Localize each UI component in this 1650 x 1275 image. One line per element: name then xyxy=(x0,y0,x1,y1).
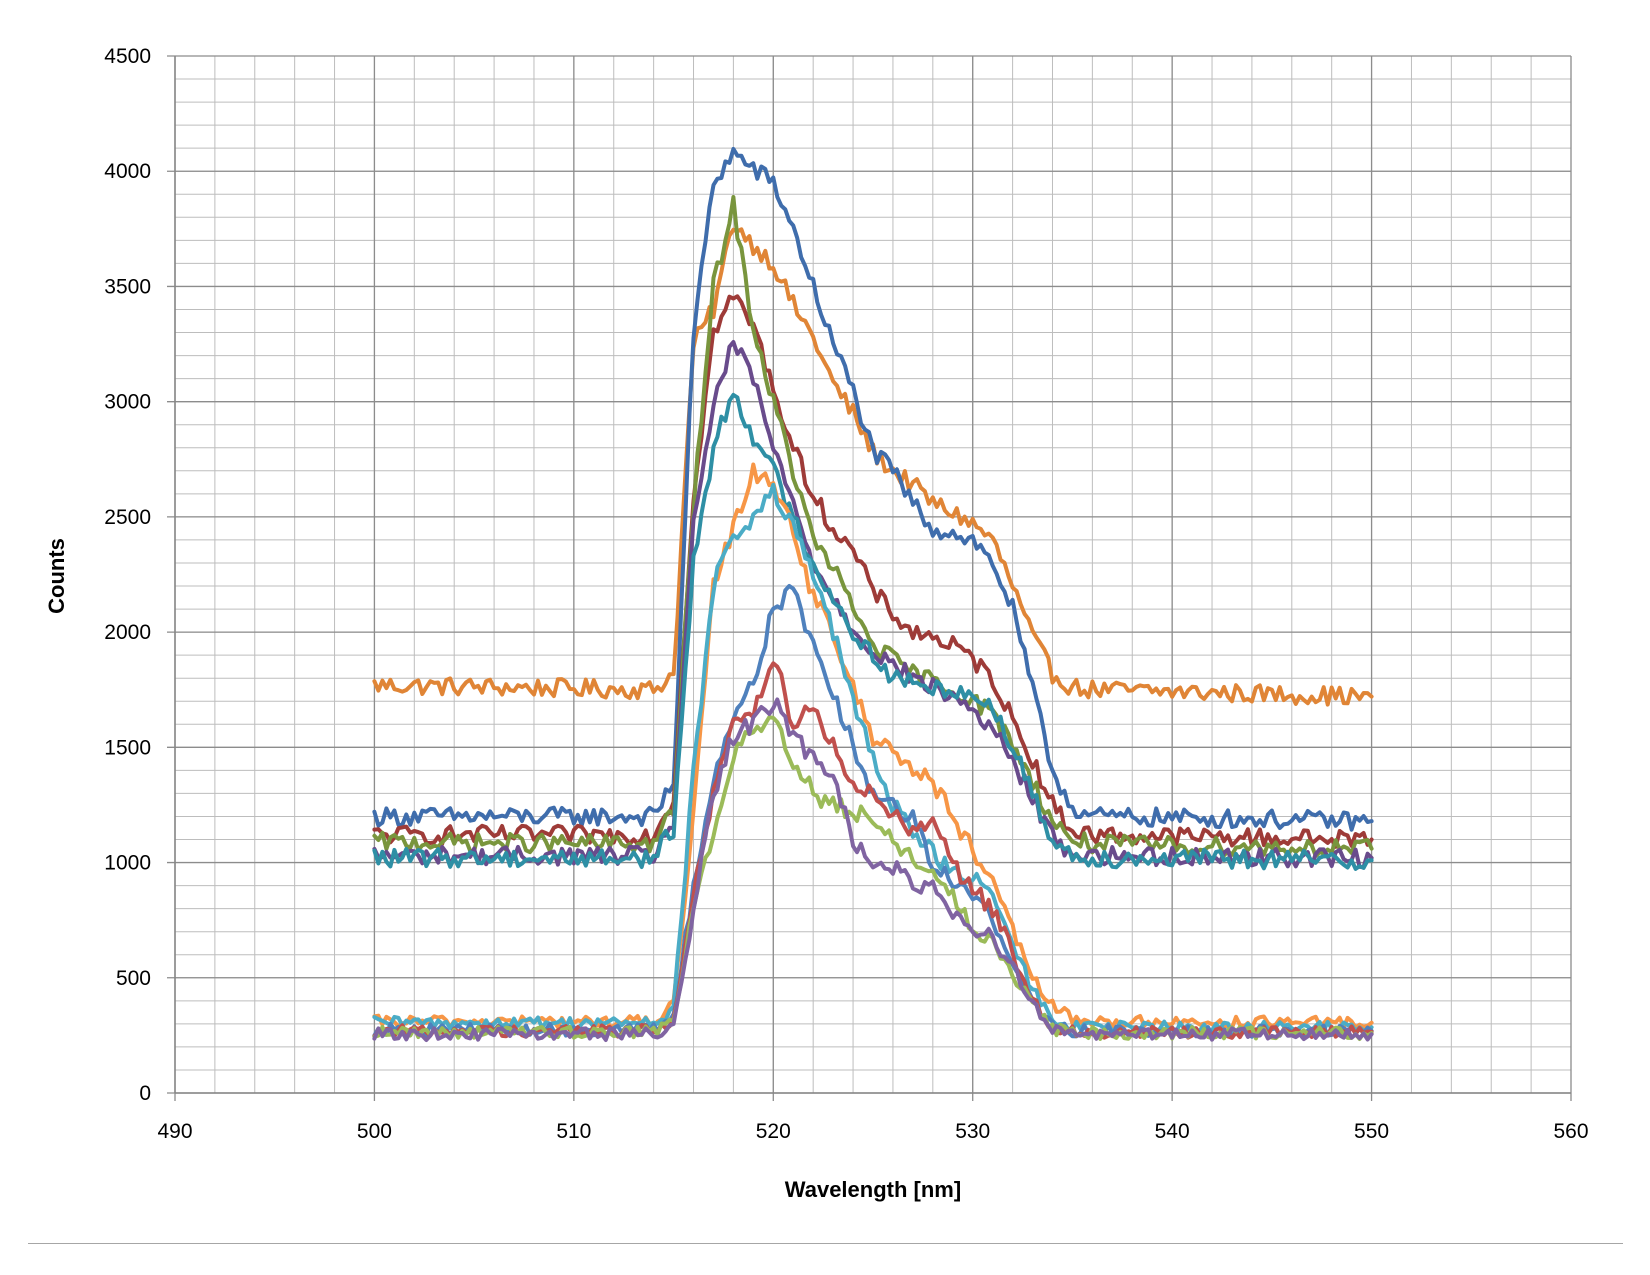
y-axis-title: Counts xyxy=(44,538,69,614)
x-tick-label: 550 xyxy=(1354,1120,1389,1143)
y-tick-label: 3000 xyxy=(104,391,151,414)
y-tick-label: 4000 xyxy=(104,160,151,183)
y-tick-label: 2000 xyxy=(104,621,151,644)
y-tick-label: 1000 xyxy=(104,852,151,875)
spectrum-series-line-3 xyxy=(372,294,1374,849)
x-tick-label: 490 xyxy=(157,1120,192,1143)
spectrum-series-line-8 xyxy=(372,482,1374,1036)
y-axis-tick-labels: 0 500 1000 1500 2000 2500 3000 3500 4000 4500 xyxy=(104,45,151,1105)
footer-divider xyxy=(28,1243,1623,1244)
spectrum-series-line-12 xyxy=(372,697,1374,1042)
x-axis-tick-labels: 490 500 510 520 530 540 550 560 xyxy=(157,1120,1588,1143)
y-tick-label: 1500 xyxy=(104,736,151,759)
y-tick-label: 500 xyxy=(116,967,151,990)
x-tick-label: 560 xyxy=(1553,1120,1588,1143)
y-tick-label: 4500 xyxy=(104,45,151,68)
spectrum-series-line-2 xyxy=(372,146,1374,832)
x-tick-label: 510 xyxy=(556,1120,591,1143)
spectrum-series-line-7 xyxy=(372,462,1374,1030)
y-tick-label: 3500 xyxy=(104,275,151,298)
x-tick-label: 530 xyxy=(955,1120,990,1143)
y-tick-label: 0 xyxy=(139,1082,151,1105)
y-tick-label: 2500 xyxy=(104,506,151,529)
spectrum-series-line-6 xyxy=(372,392,1374,871)
series-lines xyxy=(372,146,1374,1042)
x-axis-title: Wavelength [nm] xyxy=(785,1177,961,1202)
minor-gridlines xyxy=(174,55,1572,1094)
axes xyxy=(174,56,1571,1094)
spectrum-series-line-1 xyxy=(372,227,1374,707)
x-tick-label: 520 xyxy=(756,1120,791,1143)
x-tick-label: 540 xyxy=(1155,1120,1190,1143)
x-tick-label: 500 xyxy=(357,1120,392,1143)
spectrum-series-line-11 xyxy=(372,715,1374,1041)
